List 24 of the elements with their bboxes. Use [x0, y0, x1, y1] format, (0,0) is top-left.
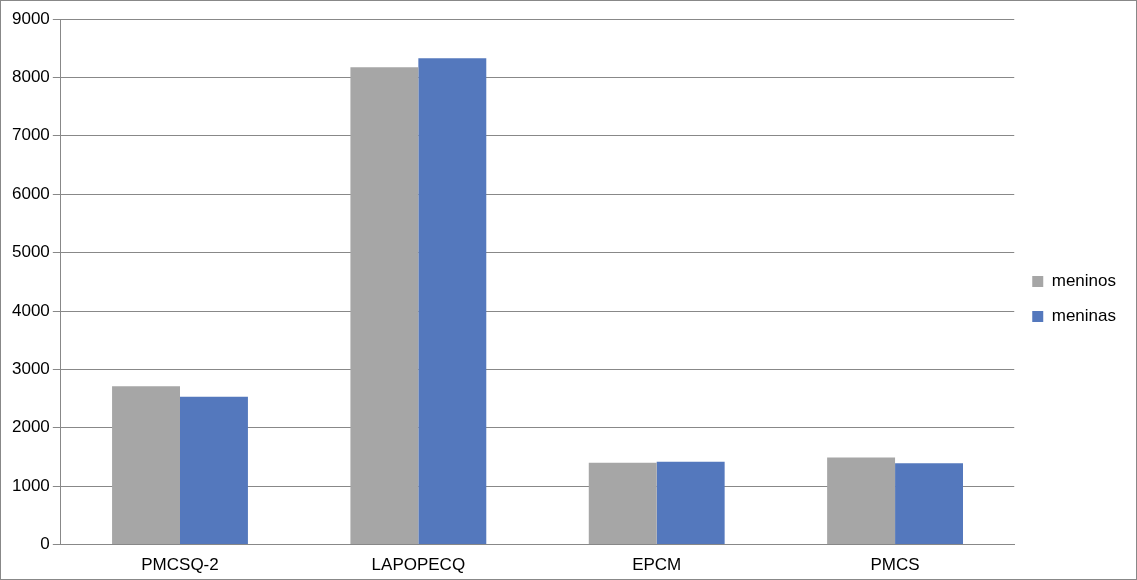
y-tick-label: 8000 [11, 67, 50, 87]
y-tick-label: 6000 [11, 183, 50, 203]
y-tick-label: 5000 [11, 242, 50, 262]
x-tick-label: EPCM [632, 555, 682, 575]
bar [827, 457, 896, 545]
bar [588, 462, 657, 545]
y-tick-label: 1000 [11, 475, 50, 495]
x-tick-label: PMCS [870, 555, 920, 575]
legend-label: meninos [1051, 271, 1117, 291]
y-tick-label: 0 [40, 534, 50, 554]
y-tick-label: 7000 [11, 125, 50, 145]
y-tick-label: 4000 [11, 300, 50, 320]
bar [180, 396, 248, 545]
legend-label: meninas [1051, 306, 1117, 326]
x-tick-label: LAPOPECQ [371, 555, 466, 575]
bar [895, 463, 963, 545]
bar [350, 67, 419, 545]
bar [112, 386, 180, 545]
y-tick-label: 9000 [11, 8, 50, 28]
y-tick-label: 3000 [11, 359, 50, 379]
bar [418, 58, 487, 545]
x-tick-label: PMCSQ-2 [141, 555, 219, 575]
y-tick-label: 2000 [11, 417, 50, 437]
bar [656, 461, 725, 545]
